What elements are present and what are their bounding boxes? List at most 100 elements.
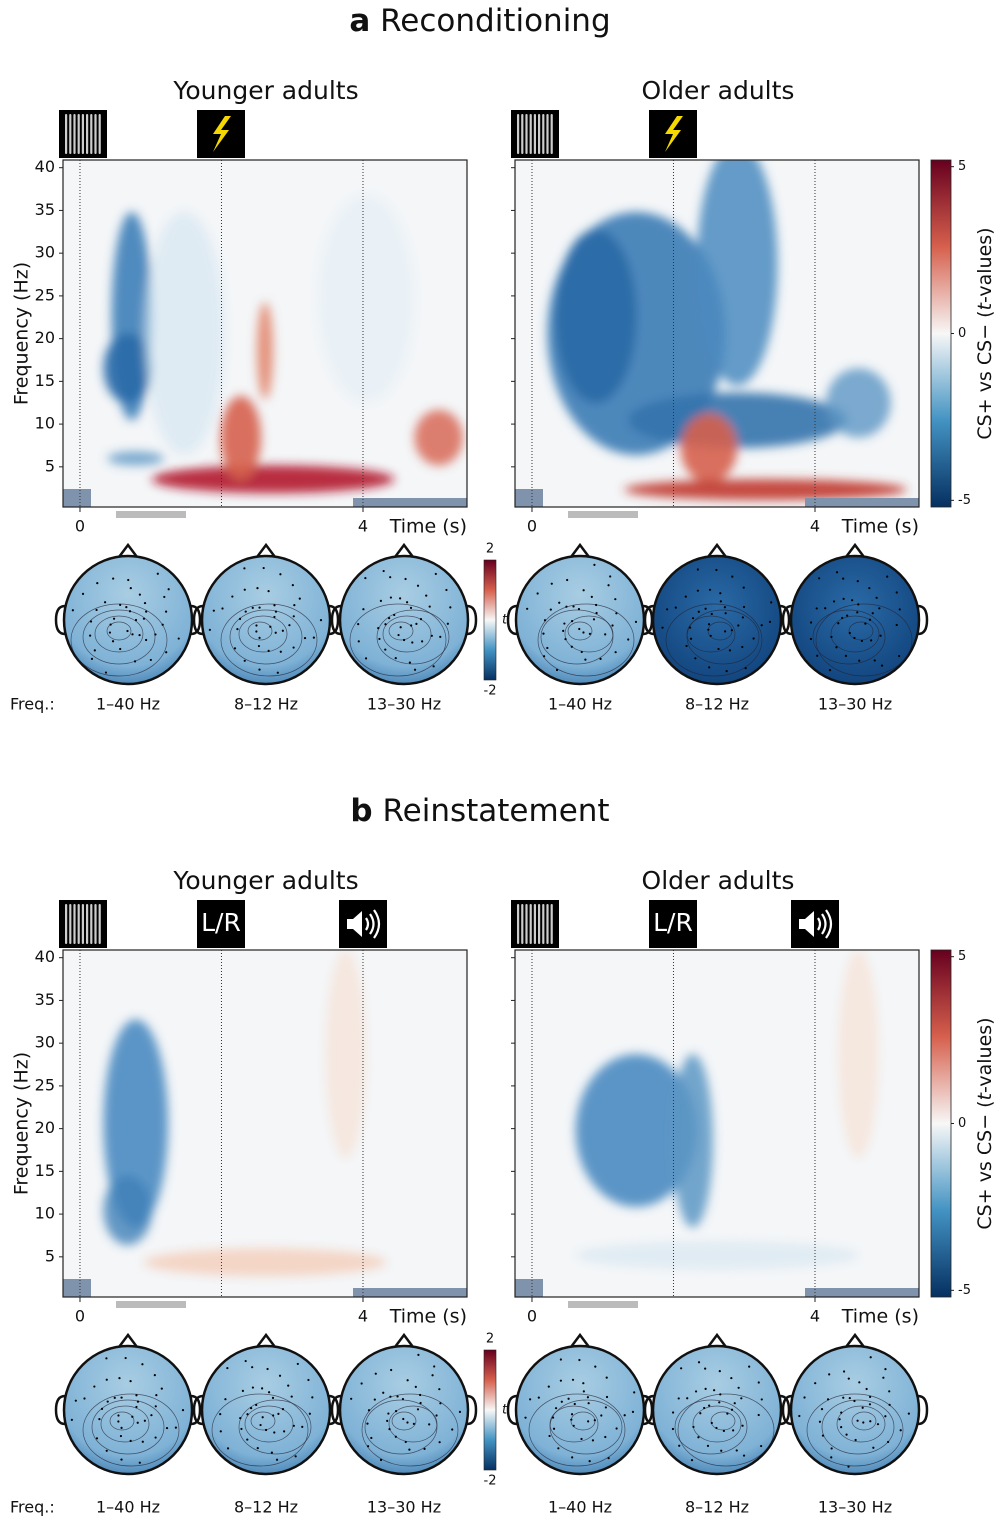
- electrode: [428, 605, 431, 608]
- electrode: [707, 623, 711, 626]
- electrode: [458, 1410, 462, 1413]
- electrode: [366, 1422, 369, 1425]
- heat-blob: [325, 950, 366, 1159]
- electrode: [388, 617, 391, 620]
- electrode: [445, 588, 448, 592]
- electrode: [604, 1435, 607, 1439]
- ear: [192, 1394, 204, 1426]
- electrode: [861, 1406, 864, 1409]
- electrode: [293, 604, 296, 607]
- electrode: [840, 1411, 843, 1414]
- scalp: [338, 1344, 470, 1476]
- electrode: [112, 577, 115, 580]
- electrode: [438, 1441, 441, 1444]
- section-name: Reconditioning: [380, 3, 611, 39]
- y-tick-label: 30: [35, 243, 55, 262]
- electrode: [547, 1385, 550, 1388]
- electrode: [580, 650, 583, 654]
- electrode: [697, 610, 700, 613]
- electrode: [396, 1395, 399, 1398]
- electrode: [241, 1389, 245, 1392]
- electrode: [364, 576, 367, 580]
- y-tick-label: 5: [45, 1246, 55, 1265]
- nose: [394, 1332, 414, 1348]
- electrode: [895, 591, 898, 594]
- electrode: [243, 588, 246, 591]
- electrode: [591, 1439, 595, 1442]
- electrode: [377, 627, 380, 630]
- electrode: [262, 566, 265, 570]
- electrode: [131, 633, 134, 636]
- electrode: [886, 1440, 890, 1444]
- electrode: [90, 657, 94, 660]
- electrode: [105, 1449, 108, 1452]
- electrode: [120, 1396, 123, 1399]
- electrode: [366, 1445, 370, 1448]
- electrode: [384, 623, 387, 626]
- electrode: [706, 1444, 710, 1447]
- electrode: [869, 1395, 872, 1398]
- electrode: [124, 1356, 127, 1360]
- electrode: [573, 1402, 576, 1406]
- nose: [118, 542, 138, 558]
- electrode: [416, 584, 420, 587]
- electrode: [699, 1412, 702, 1415]
- electrode: [587, 1420, 590, 1423]
- electrode: [566, 578, 569, 582]
- ear: [192, 604, 204, 636]
- electrode: [81, 592, 85, 596]
- colorbar-tick-label: -5: [958, 1283, 971, 1298]
- colorbar-tick-label: 5: [958, 159, 966, 174]
- electrode: [258, 668, 261, 671]
- electrode: [599, 657, 602, 661]
- electrode: [846, 614, 849, 617]
- electrode: [741, 616, 744, 619]
- electrode: [93, 649, 96, 652]
- electrode: [292, 1424, 295, 1427]
- electrode: [83, 1397, 86, 1400]
- electrode: [886, 575, 889, 578]
- electrode: [270, 1451, 273, 1454]
- x-axis-label: Time (s): [841, 1306, 919, 1328]
- topo-colorbar-tick-label: 2: [486, 1332, 494, 1347]
- electrode: [582, 589, 585, 592]
- electrode: [563, 622, 566, 625]
- electrode: [607, 1457, 610, 1460]
- contour: [211, 1393, 309, 1467]
- electrode: [138, 1461, 141, 1464]
- electrode: [549, 608, 552, 611]
- scalp: [514, 554, 646, 686]
- electrode: [691, 617, 695, 620]
- cs-bar: [568, 511, 638, 518]
- y-tick-label: 20: [35, 328, 55, 347]
- electrode: [382, 1391, 385, 1394]
- electrode: [722, 1429, 726, 1432]
- electrode: [266, 1367, 269, 1371]
- group-title: Younger adults: [172, 76, 358, 105]
- x-tick-label: 0: [75, 1307, 85, 1326]
- contour: [106, 621, 132, 641]
- heat-blob: [575, 1054, 697, 1207]
- electrode: [689, 637, 693, 640]
- electrode: [815, 607, 818, 610]
- electrode: [577, 607, 581, 611]
- electrode: [707, 628, 710, 631]
- topoplot: [54, 1332, 202, 1476]
- electrode: [536, 592, 539, 595]
- grating-icon: [511, 900, 559, 948]
- electrode: [860, 639, 864, 642]
- electrode: [405, 601, 409, 604]
- contour: [91, 1399, 165, 1455]
- electrode: [742, 1454, 746, 1457]
- electrode: [145, 638, 148, 642]
- electrode: [258, 636, 261, 639]
- y-tick-label: 10: [35, 414, 55, 433]
- contour: [821, 1399, 895, 1455]
- ear: [917, 604, 929, 636]
- electrode: [397, 633, 400, 637]
- electrode: [600, 1414, 603, 1417]
- electrode: [578, 627, 581, 631]
- cs-bar: [116, 1301, 186, 1308]
- contour: [238, 615, 288, 653]
- topoplot: [330, 542, 478, 686]
